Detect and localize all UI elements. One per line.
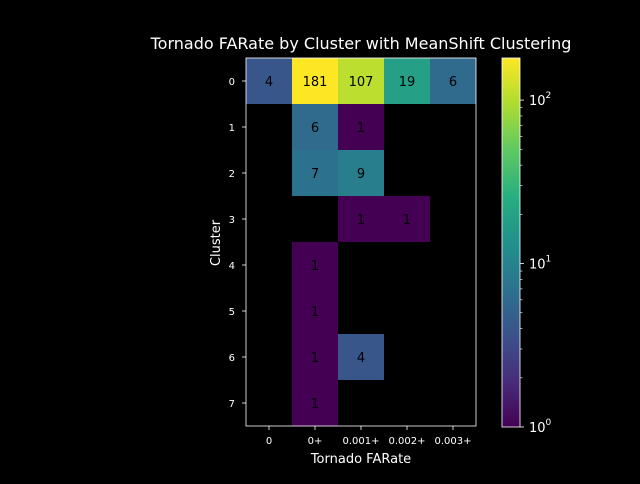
heatmap-cell — [384, 196, 430, 242]
cell-value-label: 1 — [311, 397, 319, 412]
cell-value-label: 4 — [265, 75, 273, 90]
x-tick-label: 0.003+ — [434, 436, 471, 447]
heatmap-cell — [384, 58, 430, 104]
heatmap-cell — [338, 104, 384, 150]
cell-value-label: 1 — [311, 351, 319, 366]
heatmap-cell — [246, 58, 292, 104]
x-tick-label: 0 — [266, 436, 272, 447]
colorbar-tick-label: 100 — [529, 418, 552, 436]
heatmap-cell — [338, 196, 384, 242]
y-tick-label: 0 — [229, 77, 235, 88]
heatmap-cell — [338, 58, 384, 104]
y-tick-label: 3 — [229, 215, 235, 226]
y-tick-label: 2 — [229, 169, 235, 180]
x-tick-label: 0.002+ — [388, 436, 425, 447]
colorbar-gradient — [501, 57, 521, 428]
y-tick-label: 6 — [229, 353, 235, 364]
cell-value-label: 1 — [403, 213, 411, 228]
heatmap-cell — [292, 58, 338, 104]
heatmap-cell — [338, 150, 384, 196]
axes: 0 0+ 0.001+ 0.002+ 0.003+ 0 1 2 3 4 5 6 7 — [229, 57, 477, 447]
x-tick-label: 0+ — [308, 436, 323, 447]
heatmap-cell — [292, 242, 338, 288]
colorbar: 100 101 102 — [501, 57, 552, 436]
y-tick-label: 5 — [229, 307, 235, 318]
cell-value-label: 6 — [449, 75, 457, 90]
cell-value-label: 1 — [311, 305, 319, 320]
heatmap-cell — [292, 334, 338, 380]
cell-value-label: 181 — [303, 75, 328, 90]
x-tick-label: 0.001+ — [342, 436, 379, 447]
colorbar-tick-label: 102 — [529, 91, 551, 109]
heatmap-cell — [430, 58, 476, 104]
cell-value-label: 1 — [357, 121, 365, 136]
x-axis-label: Tornado FARate — [310, 452, 411, 467]
heatmap-cell — [292, 380, 338, 426]
cell-value-label: 6 — [311, 121, 319, 136]
y-axis-label: Cluster — [209, 219, 224, 266]
heatmap-cell — [292, 150, 338, 196]
y-tick-label: 7 — [229, 399, 235, 410]
heatmap-cell — [292, 288, 338, 334]
heatmap-cell — [338, 334, 384, 380]
cell-value-label: 7 — [311, 167, 319, 182]
colorbar-tick-label: 101 — [529, 255, 551, 273]
cell-value-label: 107 — [349, 75, 374, 90]
heatmap-cell — [292, 104, 338, 150]
cell-value-label: 19 — [399, 75, 416, 90]
cell-value-label: 1 — [357, 213, 365, 228]
cell-value-label: 1 — [311, 259, 319, 274]
cell-value-label: 9 — [357, 167, 365, 182]
y-tick-label: 1 — [229, 123, 235, 134]
cell-value-label: 4 — [357, 351, 365, 366]
y-tick-label: 4 — [229, 261, 235, 272]
chart-title: Tornado FARate by Cluster with MeanShift… — [150, 34, 572, 53]
